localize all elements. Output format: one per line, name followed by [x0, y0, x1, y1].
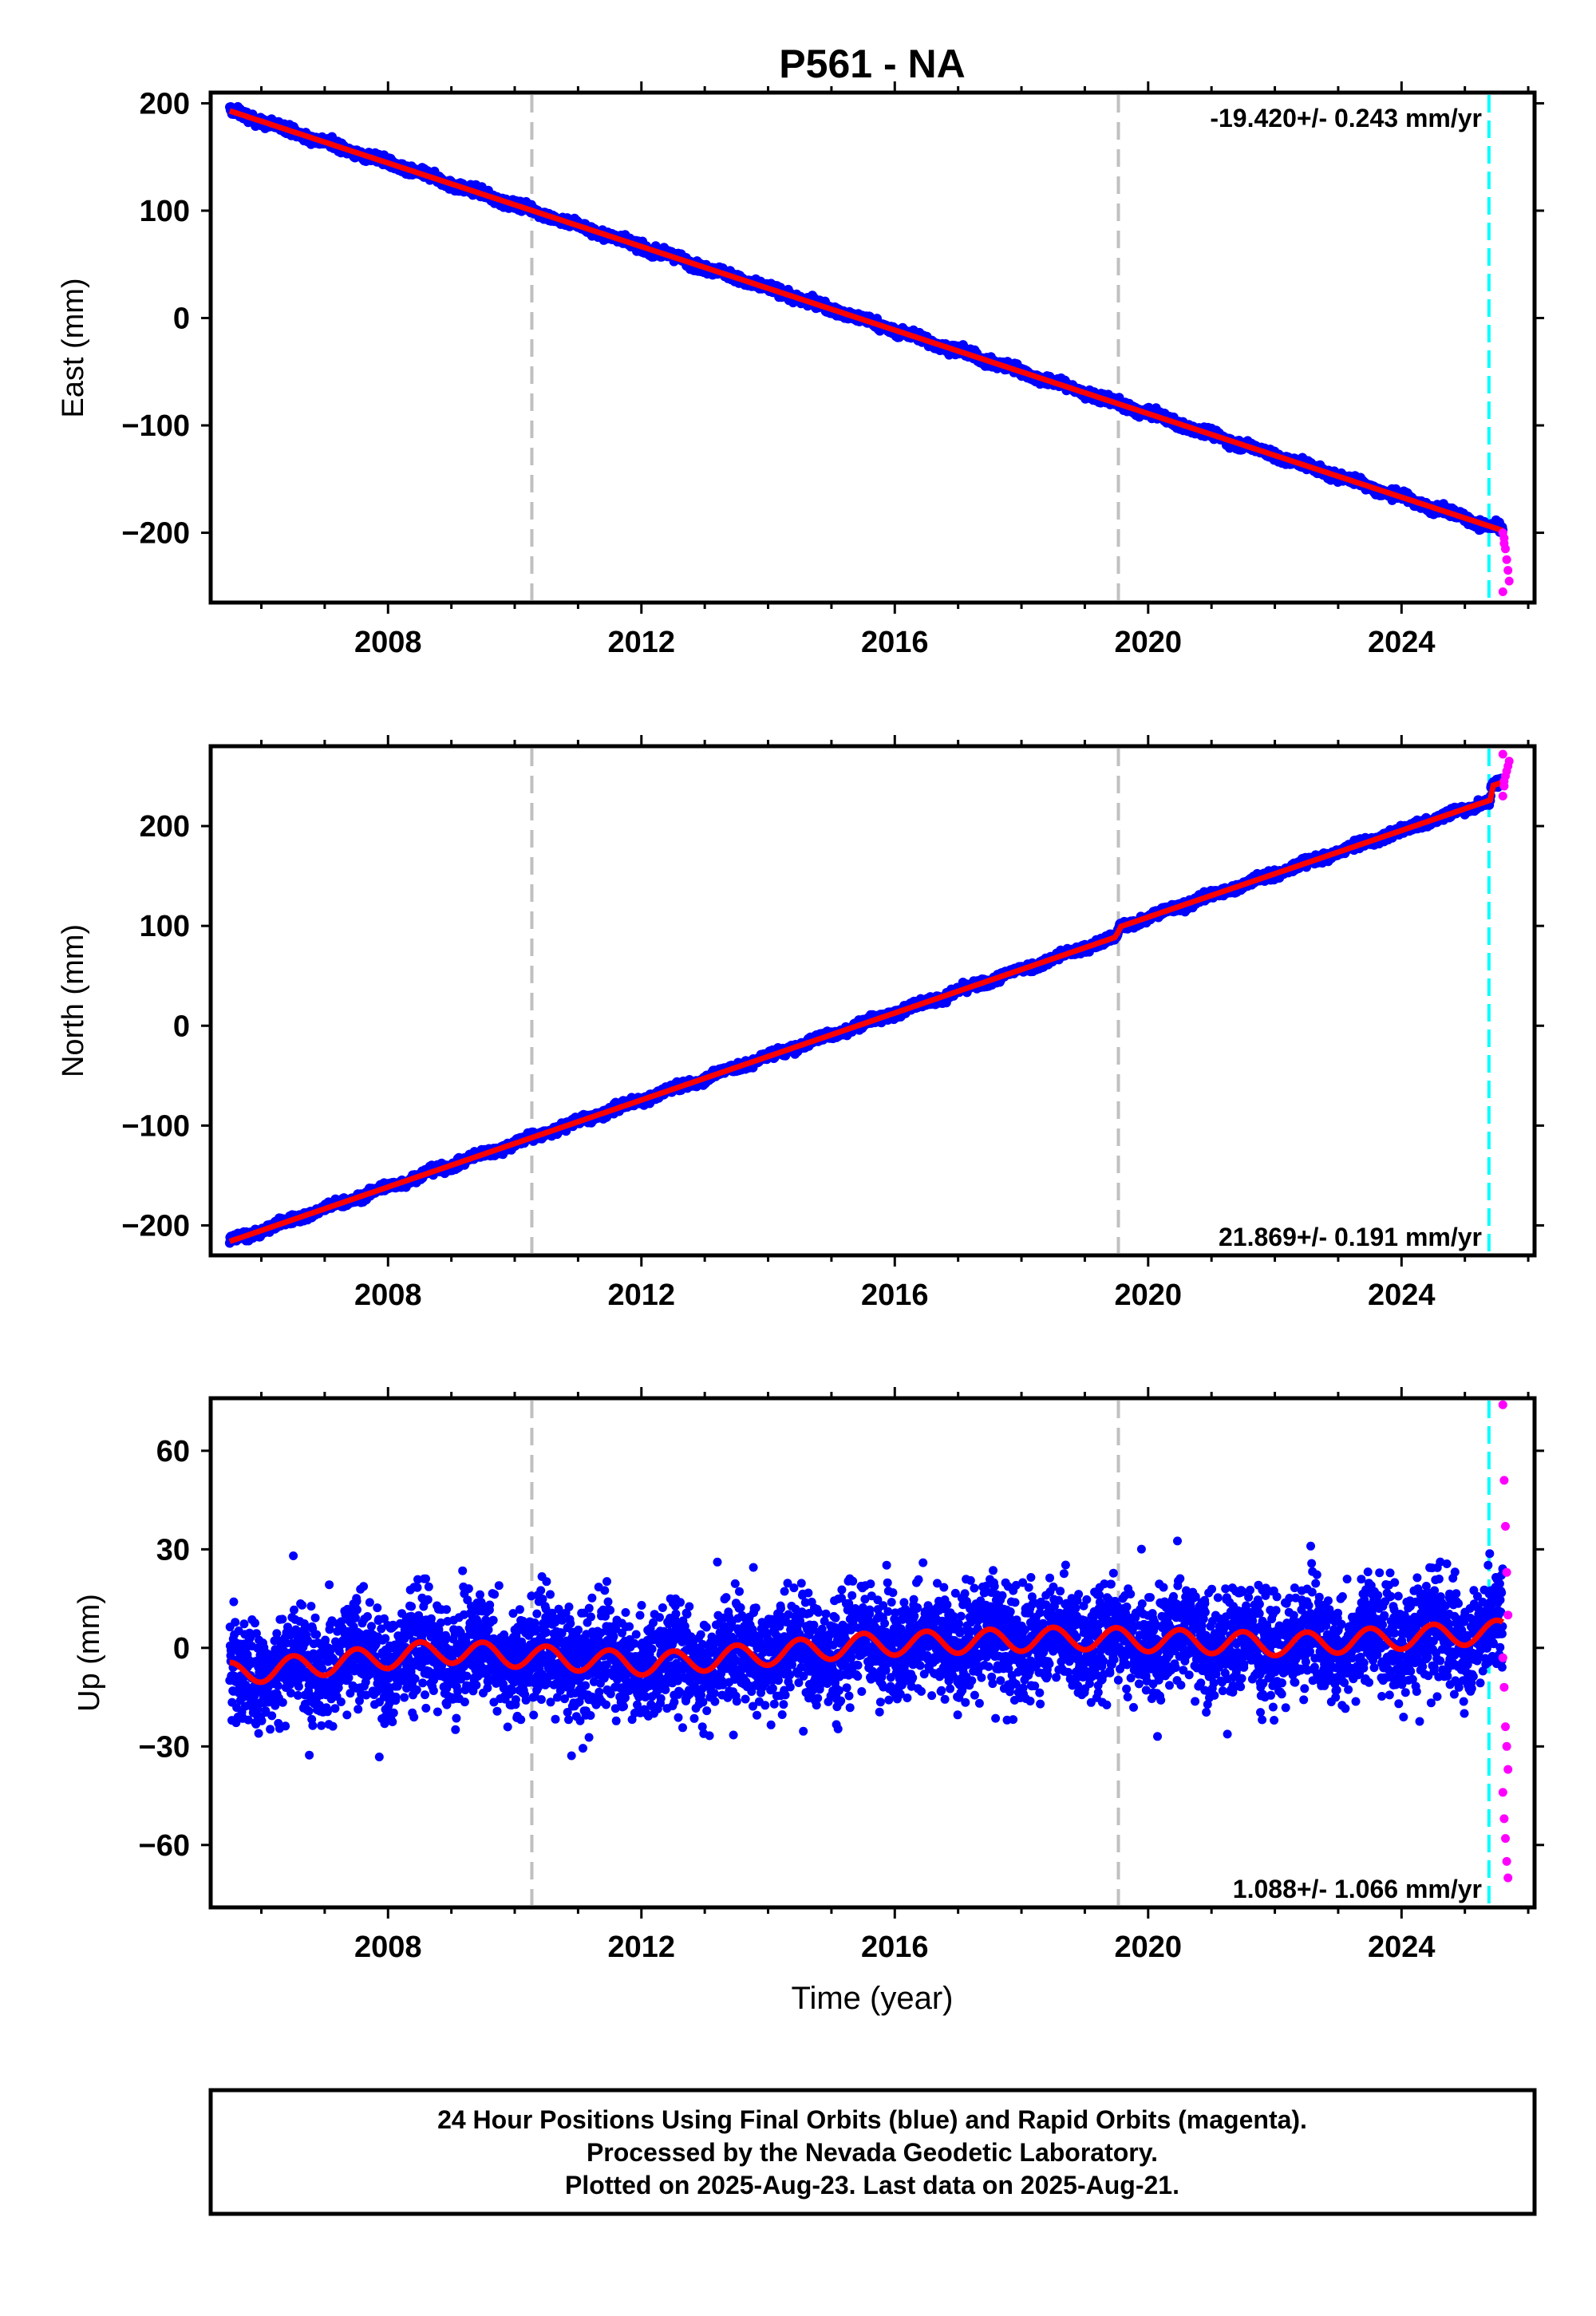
- east-rapid-points: [1498, 528, 1514, 596]
- east-y-tick-label: −100: [121, 409, 190, 443]
- east-rapid-point: [1502, 555, 1511, 564]
- east-x-tick-label: 2016: [861, 626, 929, 659]
- east-y-tick-label: 100: [140, 195, 190, 228]
- east-model-line: [228, 108, 1504, 534]
- east-rapid-point: [1504, 576, 1514, 586]
- east-y-tick-label: −200: [121, 517, 190, 551]
- panel-east: 200 100 0 −100 −200 2008 2012 2016 2020 2024 Eas…: [57, 81, 1544, 659]
- east-x-tick-label: 2020: [1115, 626, 1183, 659]
- east-y-tick-label: 0: [173, 302, 190, 336]
- east-rapid-point: [1498, 587, 1507, 596]
- east-x-ticks: 2008 2012 2016 2020 2024: [260, 81, 1530, 659]
- east-rapid-point: [1503, 566, 1513, 575]
- east-x-tick-label: 2008: [354, 626, 422, 659]
- figure-title: P561 - NA: [779, 41, 965, 86]
- east-rapid-point: [1499, 539, 1509, 548]
- east-x-tick-label: 2024: [1368, 626, 1436, 659]
- north-break-lines: [530, 749, 1491, 1253]
- east-x-tick-label: 2012: [607, 626, 675, 659]
- east-y-axis-label: East (mm): [57, 278, 90, 417]
- east-break-lines: [530, 95, 1491, 600]
- east-y-tick-label: 200: [140, 87, 190, 121]
- east-rate-label: -19.420+/- 0.243 mm/yr: [1210, 104, 1482, 132]
